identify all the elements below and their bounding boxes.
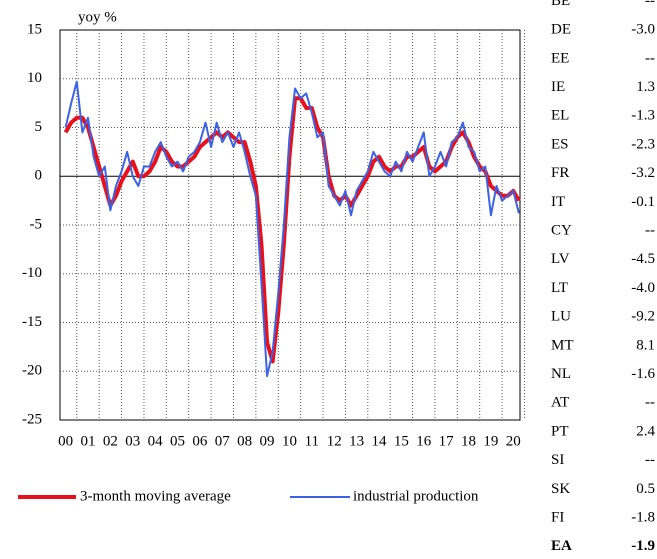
x-tick-label: 02 [103, 433, 118, 449]
country-value: -- [645, 452, 655, 468]
x-tick-label: 18 [461, 433, 476, 449]
country-value: -4.5 [631, 251, 655, 267]
country-value: -- [645, 395, 655, 411]
country-value: 0.5 [636, 481, 655, 497]
country-value: -- [645, 223, 655, 239]
y-tick-label: -25 [22, 411, 42, 427]
x-tick-label: 01 [80, 433, 95, 449]
country-value: 2.4 [636, 423, 655, 439]
country-value: -1.9 [631, 538, 655, 554]
x-tick-label: 09 [260, 433, 275, 449]
country-code: FI [551, 510, 564, 526]
x-tick-label: 08 [237, 433, 252, 449]
country-value: -- [645, 50, 655, 66]
country-code: EE [551, 50, 569, 66]
x-tick-label: 07 [215, 433, 231, 449]
x-tick-label: 00 [58, 433, 73, 449]
country-code: MT [551, 337, 574, 353]
x-tick-label: 11 [305, 433, 319, 449]
x-tick-label: 15 [394, 433, 409, 449]
y-tick-label: -15 [22, 314, 42, 330]
country-code: SI [551, 452, 564, 468]
country-code: EA [551, 538, 572, 554]
x-tick-label: 06 [192, 433, 208, 449]
x-tick-label: 19 [483, 433, 498, 449]
x-tick-label: 03 [125, 433, 140, 449]
country-code: CY [551, 223, 572, 239]
x-tick-label: 17 [439, 433, 455, 449]
country-code: SK [551, 481, 570, 497]
country-value: -4.0 [631, 280, 655, 296]
y-tick-label: 10 [27, 70, 42, 86]
country-code: IT [551, 194, 565, 210]
country-value: -1.6 [631, 366, 655, 382]
country-code: DE [551, 22, 571, 38]
country-value: -- [645, 0, 655, 9]
country-code: BE [551, 0, 570, 9]
country-code: LU [551, 309, 571, 325]
country-code: IE [551, 79, 565, 95]
y-tick-label: 0 [35, 168, 43, 184]
country-value: -1.3 [631, 108, 655, 124]
x-tick-label: 14 [371, 433, 387, 449]
y-tick-label: -20 [22, 363, 42, 379]
y-tick-label: -5 [30, 216, 43, 232]
country-value: -2.3 [631, 136, 655, 152]
x-tick-label: 10 [282, 433, 297, 449]
x-tick-label: 20 [506, 433, 521, 449]
x-tick-label: 12 [327, 433, 342, 449]
legend-label: industrial production [353, 488, 479, 504]
country-value: -9.2 [631, 309, 655, 325]
country-value: -0.1 [631, 194, 655, 210]
country-code: FR [551, 165, 569, 181]
country-code: EL [551, 108, 569, 124]
country-value: 1.3 [636, 79, 655, 95]
y-axis-label: yoy % [78, 9, 117, 25]
y-tick-label: 5 [35, 119, 43, 135]
country-value: 8.1 [636, 337, 655, 353]
data-line [64, 80, 520, 378]
country-code: PT [551, 423, 569, 439]
legend-label: 3-month moving average [80, 488, 231, 504]
country-value: -3.2 [631, 165, 655, 181]
x-tick-label: 04 [148, 433, 164, 449]
country-code: ES [551, 136, 569, 152]
y-tick-label: -10 [22, 265, 42, 281]
x-tick-label: 05 [170, 433, 185, 449]
country-code: NL [551, 366, 571, 382]
country-code: AT [551, 395, 569, 411]
country-value: -3.0 [631, 22, 655, 38]
x-tick-label: 16 [416, 433, 432, 449]
country-value: -1.8 [631, 510, 655, 526]
y-tick-label: 15 [27, 21, 42, 37]
x-tick-label: 13 [349, 433, 364, 449]
country-code: LT [551, 280, 568, 296]
country-code: LV [551, 251, 570, 267]
